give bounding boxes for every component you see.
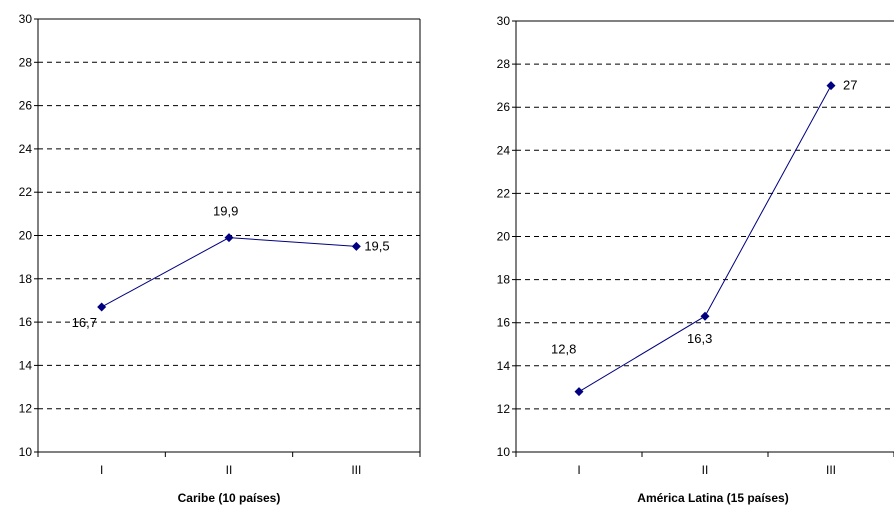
x-tick-label: I	[577, 463, 580, 477]
y-tick-label: 16	[497, 316, 511, 330]
data-label: 27	[843, 78, 857, 93]
y-tick-label: 24	[19, 142, 33, 156]
data-point-marker	[826, 81, 836, 91]
y-tick-label: 10	[497, 445, 511, 459]
data-label: 19,5	[364, 238, 389, 253]
y-tick-label: 22	[19, 185, 33, 199]
data-label: 19,9	[213, 204, 238, 219]
y-tick-label: 18	[497, 273, 511, 287]
data-point-marker	[351, 241, 361, 251]
x-tick-label: III	[351, 463, 361, 477]
y-tick-label: 10	[19, 445, 33, 459]
data-label: 16,7	[72, 315, 97, 330]
x-tick-label: II	[226, 463, 233, 477]
y-tick-label: 30	[19, 12, 33, 26]
y-tick-label: 14	[497, 359, 511, 373]
y-tick-label: 12	[19, 402, 33, 416]
data-point-marker	[574, 387, 584, 397]
x-tick-label: III	[826, 463, 836, 477]
y-tick-label: 28	[497, 57, 511, 71]
y-tick-label: 26	[497, 100, 511, 114]
x-axis-title: América Latina (15 países)	[637, 491, 788, 505]
x-tick-label: I	[100, 463, 103, 477]
data-point-marker	[700, 311, 710, 321]
x-tick-label: II	[702, 463, 709, 477]
y-tick-label: 26	[19, 99, 33, 113]
data-point-marker	[224, 233, 234, 243]
data-label: 12,8	[551, 342, 576, 357]
series-line	[101, 237, 357, 308]
x-axis-title: Caribe (10 países)	[178, 491, 281, 505]
y-tick-label: 14	[19, 358, 33, 372]
y-tick-label: 28	[19, 55, 33, 69]
y-tick-label: 20	[19, 229, 33, 243]
y-tick-label: 12	[497, 402, 511, 416]
y-tick-label: 24	[497, 143, 511, 157]
y-tick-label: 16	[19, 315, 33, 329]
data-label: 16,3	[687, 331, 712, 346]
data-point-marker	[97, 302, 107, 312]
y-tick-label: 20	[497, 230, 511, 244]
y-tick-label: 18	[19, 272, 33, 286]
y-tick-label: 22	[497, 186, 511, 200]
y-tick-label: 30	[497, 14, 511, 28]
